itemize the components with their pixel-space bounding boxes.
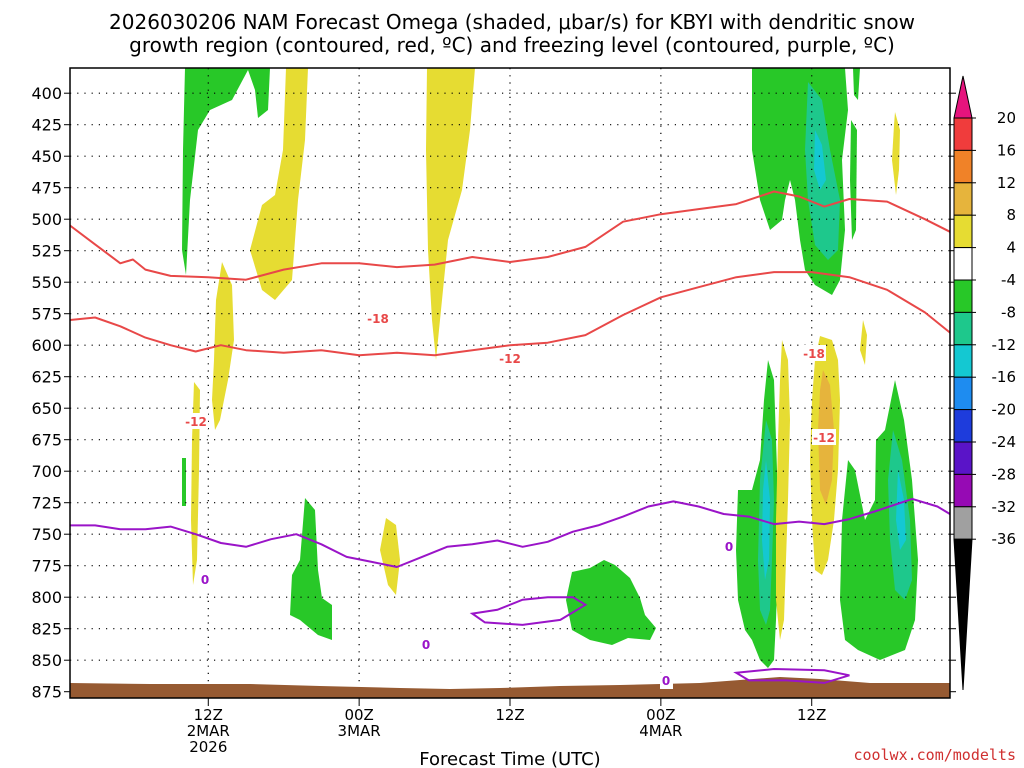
colorbar-label: -4 [1001, 271, 1016, 289]
contour-line [70, 497, 950, 568]
omega-strong-upward-region [762, 460, 770, 580]
pressure-tick-label: 450 [31, 147, 62, 166]
pressure-tick-label: 425 [31, 116, 62, 135]
credit-text: coolwx.com/modelts [853, 746, 1016, 764]
pressure-axis: 400 425 450 475 500 525 550 575 600 625 650 675 700 7… [31, 84, 956, 702]
pressure-tick-label: 400 [31, 84, 62, 103]
pressure-tick-label: 750 [31, 525, 62, 544]
omega-upward-region [182, 458, 186, 506]
colorbar-label: -28 [992, 465, 1017, 483]
colorbar-segment [953, 247, 973, 281]
pressure-tick-label: 725 [31, 494, 62, 513]
pressure-tick-label: 675 [31, 431, 62, 450]
pressure-tick-label: 600 [31, 336, 62, 355]
temperature-contours [70, 190, 950, 684]
omega-downward-region [250, 68, 308, 300]
colorbar-label: -20 [992, 401, 1017, 419]
contour-line [70, 271, 950, 357]
time-tick-label: 4MAR [639, 722, 682, 740]
freezing-level-island [469, 596, 588, 626]
pressure-tick-label: 850 [31, 651, 62, 670]
colorbar-label: -32 [992, 498, 1017, 516]
time-tick-label: 12Z [797, 706, 826, 724]
time-tick-label: 2MAR [187, 722, 230, 740]
colorbar-segment [953, 117, 973, 151]
colorbar-label: -12 [992, 336, 1017, 354]
colorbar-segment [953, 279, 973, 313]
pressure-tick-label: 500 [31, 210, 62, 229]
omega-upward-region [182, 68, 270, 275]
colorbar-label: -16 [992, 368, 1017, 386]
pressure-tick-label: 575 [31, 305, 62, 324]
colorbar-label: -8 [1001, 303, 1016, 321]
contour-label-minus18: -18 [367, 312, 389, 326]
contour-label-freezing: 0 [422, 638, 430, 652]
pressure-tick-label: 625 [31, 368, 62, 387]
colorbar-segment [953, 344, 973, 378]
colorbar-segment [953, 506, 973, 540]
colorbar-label: 8 [1006, 206, 1016, 224]
pressure-tick-label: 475 [31, 179, 62, 198]
contour-line [70, 190, 950, 281]
chart-title-line-2: growth region (contoured, red, ºC) and f… [129, 33, 895, 57]
contour-label-minus12: -12 [499, 352, 521, 366]
pressure-tick-label: 875 [31, 683, 62, 702]
contour-label-minus12: -12 [185, 415, 207, 429]
pressure-tick-label: 650 [31, 399, 62, 418]
contour-label-freezing: 0 [725, 540, 733, 554]
omega-downward-region [776, 340, 790, 640]
omega-strong-upward-region [814, 130, 826, 190]
colorbar-label: 4 [1006, 239, 1016, 257]
omega-upward-region [850, 120, 857, 240]
omega-colorbar: 20 16 12 8 4 -4 -8 -12 -16 -20 -24 -28 -32 -36 [953, 75, 1017, 691]
colorbar-segment [953, 473, 973, 508]
time-tick-label: 12Z [495, 706, 524, 724]
omega-downward-region [380, 518, 400, 595]
contour-label-freezing: 0 [662, 674, 670, 688]
contour-label-minus12: -12 [813, 431, 835, 445]
colorbar-label: -24 [992, 433, 1017, 451]
pressure-tick-label: 550 [31, 273, 62, 292]
pressure-tick-label: 800 [31, 588, 62, 607]
colorbar-top-arrow [953, 75, 973, 119]
colorbar-segment [953, 441, 973, 475]
colorbar-label: 20 [997, 109, 1016, 127]
time-tick-label: 3MAR [338, 722, 381, 740]
pressure-tick-label: 525 [31, 242, 62, 261]
colorbar-label: 16 [997, 141, 1016, 159]
pressure-tick-label: 700 [31, 462, 62, 481]
colorbar-segment [953, 182, 973, 216]
colorbar-segment [953, 214, 973, 249]
chart-title-line-1: 2026030206 NAM Forecast Omega (shaded, μ… [109, 10, 915, 34]
omega-strong-upward-region [896, 470, 906, 550]
omega-downward-region [426, 68, 475, 360]
omega-upward-region [853, 68, 860, 100]
colorbar-label: -36 [992, 530, 1017, 548]
time-tick-label: 00Z [344, 706, 373, 724]
colorbar-segment [953, 409, 973, 443]
colorbar-segment [953, 149, 973, 184]
colorbar-segment [953, 311, 973, 346]
freezing-level-island [733, 667, 850, 684]
omega-downward-region [892, 112, 900, 195]
time-tick-label: 12Z [194, 706, 223, 724]
contour-label-minus18: -18 [803, 347, 825, 361]
pressure-tick-label: 775 [31, 557, 62, 576]
contour-labels: -18 -18 -12 -12 -12 0 0 0 0 [184, 310, 836, 689]
time-tick-label: 00Z [646, 706, 675, 724]
pressure-tick-label: 825 [31, 620, 62, 639]
time-tick-label: 2026 [189, 738, 227, 756]
colorbar-bottom-arrow [953, 538, 973, 691]
colorbar-segment [953, 376, 973, 411]
omega-upward-region [290, 498, 332, 640]
colorbar-label: 12 [997, 174, 1016, 192]
contour-label-freezing: 0 [201, 573, 209, 587]
x-axis-label: Forecast Time (UTC) [419, 749, 600, 768]
omega-downward-region [860, 320, 867, 365]
ground-terrain [70, 677, 950, 698]
omega-upward-region [566, 560, 656, 645]
